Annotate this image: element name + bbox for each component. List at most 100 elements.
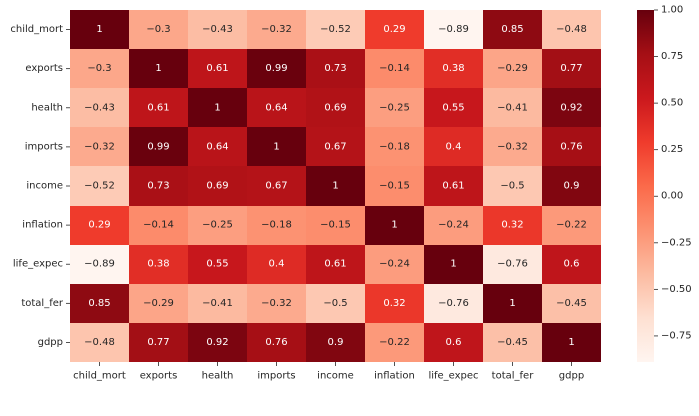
heatmap-cell — [129, 166, 188, 206]
x-tick-label: total_fer — [492, 371, 535, 382]
heatmap-cell — [542, 284, 601, 323]
x-tick-label: income — [317, 371, 354, 382]
heatmap-cell — [542, 88, 601, 127]
colorbar-tick-label: −0.25 — [661, 237, 692, 248]
heatmap-cell — [247, 206, 306, 245]
heatmap-cell — [542, 127, 601, 166]
cell-value-label: 0.92 — [560, 102, 582, 113]
heatmap-cell — [424, 166, 483, 206]
x-tick-label: exports — [140, 371, 178, 382]
heatmap-cell — [306, 206, 365, 245]
x-tick-label: health — [202, 371, 234, 382]
heatmap-cell — [365, 88, 424, 127]
heatmap-cell — [542, 245, 601, 284]
heatmap-cell-labels: 1 −0.3 −0.43 −0.32 −0.52 0.29 −0.89 0.85 −0.48 −0… — [84, 24, 587, 348]
cell-value-label: 0.4 — [269, 259, 285, 270]
cell-value-label: 0.32 — [383, 298, 405, 309]
cell-value-label: 0.99 — [265, 63, 287, 74]
cell-value-label: −0.89 — [438, 24, 469, 35]
cell-value-label: 0.92 — [206, 337, 228, 348]
cell-value-label: −0.41 — [497, 102, 528, 113]
cell-value-label: 0.67 — [265, 181, 287, 192]
cell-value-label: −0.15 — [379, 181, 410, 192]
heatmap-cell — [365, 284, 424, 323]
cell-value-label: 0.76 — [560, 141, 582, 152]
cell-value-label: −0.45 — [497, 337, 528, 348]
cell-value-label: −0.18 — [261, 220, 292, 231]
cell-value-label: 0.6 — [446, 337, 462, 348]
heatmap-cell — [483, 88, 542, 127]
cell-value-label: 0.9 — [564, 181, 580, 192]
heatmap-cell — [129, 88, 188, 127]
heatmap-cell — [188, 323, 247, 362]
cell-value-label: 0.38 — [442, 63, 464, 74]
y-tick-label: gdpp — [38, 337, 63, 348]
heatmap-cell — [188, 166, 247, 206]
cell-value-label: 0.64 — [206, 141, 228, 152]
colorbar-tick-label: 1.00 — [661, 5, 683, 16]
heatmap-cell — [306, 10, 365, 49]
cell-value-label: −0.32 — [497, 141, 528, 152]
cell-value-label: 0.29 — [88, 220, 110, 231]
colorbar — [637, 10, 654, 362]
heatmap-cell — [188, 10, 247, 49]
heatmap-cell — [247, 49, 306, 88]
colorbar-ticks: 1.00 0.75 0.50 0.25 0.00 −0.25 −0.50 −0.75 — [654, 5, 692, 341]
colorbar-tick-label: 0.00 — [661, 191, 683, 202]
heatmap-cell — [247, 88, 306, 127]
cell-value-label: −0.32 — [261, 298, 292, 309]
cell-value-label: 0.73 — [147, 181, 169, 192]
heatmap-cell — [365, 245, 424, 284]
heatmap-cell — [188, 245, 247, 284]
heatmap-cell — [542, 323, 601, 362]
heatmap-cells — [70, 10, 601, 362]
y-tick-label: inflation — [22, 220, 63, 231]
cell-value-label: −0.89 — [84, 259, 115, 270]
heatmap-cell — [70, 127, 129, 166]
cell-value-label: 0.67 — [324, 141, 346, 152]
cell-value-label: 0.85 — [88, 298, 110, 309]
y-tick-label: life_expec — [13, 259, 63, 270]
heatmap-cell — [365, 10, 424, 49]
cell-value-label: −0.29 — [143, 298, 174, 309]
cell-value-label: −0.32 — [84, 141, 115, 152]
cell-value-label: −0.43 — [84, 102, 115, 113]
cell-value-label: 1 — [96, 24, 102, 35]
cell-value-label: 0.99 — [147, 141, 169, 152]
heatmap-cell — [483, 10, 542, 49]
heatmap-cell — [365, 127, 424, 166]
heatmap-cell — [70, 49, 129, 88]
cell-value-label: −0.45 — [556, 298, 587, 309]
heatmap-cell — [542, 10, 601, 49]
cell-value-label: 0.69 — [324, 102, 346, 113]
heatmap-cell — [542, 206, 601, 245]
cell-value-label: 1 — [214, 102, 220, 113]
heatmap-cell — [70, 10, 129, 49]
cell-value-label: 0.55 — [442, 102, 464, 113]
heatmap-cell — [365, 323, 424, 362]
heatmap-cell — [483, 245, 542, 284]
heatmap-cell — [306, 127, 365, 166]
heatmap-cell — [129, 10, 188, 49]
cell-value-label: 1 — [450, 259, 456, 270]
cell-value-label: −0.14 — [143, 220, 174, 231]
cell-value-label: 0.73 — [324, 63, 346, 74]
heatmap-cell — [424, 88, 483, 127]
y-tick-label: child_mort — [10, 24, 63, 35]
cell-value-label: −0.43 — [202, 24, 233, 35]
heatmap-cell — [188, 49, 247, 88]
cell-value-label: −0.3 — [146, 24, 170, 35]
heatmap-cell — [483, 166, 542, 206]
x-axis: child_mort exports health imports income infl… — [73, 362, 584, 382]
heatmap-cell — [70, 284, 129, 323]
heatmap-cell — [129, 127, 188, 166]
heatmap-cell — [542, 49, 601, 88]
heatmap-cell — [129, 284, 188, 323]
heatmap-cell — [129, 49, 188, 88]
colorbar-tick-label: 0.25 — [661, 144, 683, 155]
x-tick-label: inflation — [374, 371, 415, 382]
y-tick-label: health — [31, 102, 63, 113]
heatmap-cell — [188, 127, 247, 166]
cell-value-label: −0.48 — [84, 337, 115, 348]
